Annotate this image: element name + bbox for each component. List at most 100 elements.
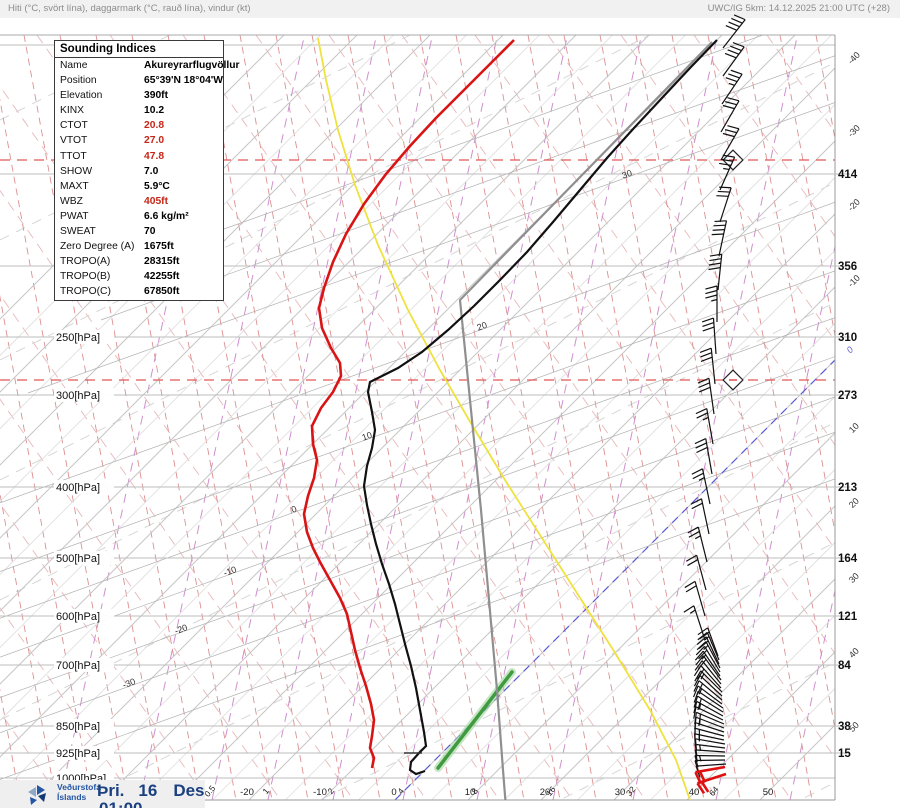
indices-label: Elevation [60, 90, 103, 102]
svg-text:38: 38 [838, 721, 851, 733]
svg-text:164: 164 [838, 553, 858, 565]
svg-text:850[hPa]: 850[hPa] [56, 721, 100, 733]
indices-label: CTOT [60, 120, 88, 132]
svg-text:10: 10 [361, 430, 374, 443]
indices-row: Elevation 390ft [55, 88, 223, 103]
svg-text:15: 15 [838, 748, 851, 760]
svg-text:500[hPa]: 500[hPa] [56, 553, 100, 565]
time-label: 01:00 [99, 799, 142, 808]
tropopause-marker [722, 369, 744, 391]
indices-value: 28315ft [144, 256, 180, 268]
indices-row: Position 65°39'N 18°04'W [55, 73, 223, 88]
svg-text:-20: -20 [173, 622, 189, 636]
wind-barbs [683, 14, 746, 795]
svg-text:600[hPa]: 600[hPa] [56, 611, 100, 623]
svg-text:32: 32 [624, 784, 638, 798]
svg-text:84: 84 [838, 660, 851, 672]
indices-rows: Name Akureyrarflugvöllur Position 65°39'N 1… [55, 58, 240, 300]
pressure-axis-labels: 250[hPa] 300[hPa] 400[hPa] 500[hPa] 600[hPa]… [54, 330, 114, 785]
dewpoint-curve [302, 39, 515, 769]
flight-level-axis: 414 356 310 273 213 164 121 84 38 15 [825, 169, 858, 760]
svg-text:-30: -30 [121, 676, 137, 690]
brand-line2: Íslands [57, 791, 87, 802]
indices-label: WBZ [60, 195, 83, 207]
svg-text:925[hPa]: 925[hPa] [56, 748, 100, 760]
svg-text:273: 273 [838, 390, 857, 402]
indices-row: TROPO(A) 28315ft [55, 254, 223, 269]
reference-curve [458, 41, 713, 800]
svg-text:213: 213 [838, 482, 857, 494]
svg-text:40: 40 [689, 787, 700, 798]
svg-text:40: 40 [847, 646, 861, 660]
svg-text:700[hPa]: 700[hPa] [56, 660, 100, 672]
svg-text:0: 0 [391, 787, 396, 798]
svg-text:-20: -20 [240, 787, 254, 798]
sounding-indices-panel: Sounding Indices Name Akureyrarflugvöllur… [54, 40, 240, 301]
svg-text:10: 10 [847, 421, 861, 435]
svg-text:310: 310 [838, 332, 857, 344]
temperature-curve [362, 39, 718, 776]
brand-text: Veðurstofa Íslands [57, 782, 101, 802]
vedurstofa-logo-icon [28, 785, 46, 805]
model-run-text: UWC/IG 5km: 14.12.2025 21:00 UTC (+28) [707, 3, 890, 14]
svg-text:-40: -40 [846, 50, 862, 66]
indices-value: 67850ft [144, 286, 180, 298]
svg-text:20: 20 [476, 320, 489, 333]
svg-text:8: 8 [469, 786, 480, 796]
svg-text:20: 20 [540, 787, 551, 798]
indices-label: SWEAT [60, 226, 96, 238]
svg-text:356: 356 [838, 261, 857, 273]
svg-text:0: 0 [290, 504, 298, 515]
indices-value: 7.0 [144, 165, 159, 177]
indices-value: 20.8 [144, 120, 165, 132]
indices-value: 65°39'N 18°04'W [144, 75, 223, 87]
svg-text:50: 50 [763, 787, 774, 798]
indices-row: SHOW 7.0 [55, 164, 223, 179]
indices-row: KINX 10.2 [55, 103, 223, 118]
indices-row: CTOT 20.8 [55, 118, 223, 133]
indices-value: 6.6 kg/m² [144, 210, 189, 222]
indices-value: 390ft [144, 90, 169, 102]
indices-row: PWAT 6.6 kg/m² [55, 209, 223, 224]
indices-label: TROPO(A) [60, 256, 111, 268]
brand-line1: Veðurstofa [57, 782, 101, 792]
date-text: Þri. 16 Des. [97, 781, 205, 801]
mixing-ratio-labels: 0.5 1 2 4 8 16 32 64 [202, 783, 721, 799]
svg-text:20: 20 [847, 496, 861, 510]
indices-title: Sounding Indices [55, 41, 223, 58]
svg-text:4: 4 [395, 786, 406, 796]
indices-label: TTOT [60, 150, 87, 162]
indices-row: WBZ 405ft [55, 194, 223, 209]
indices-label: Name [60, 60, 88, 71]
indices-row: Zero Degree (A) 1675ft [55, 239, 223, 254]
indices-value: 10.2 [144, 105, 165, 117]
svg-text:30: 30 [615, 787, 626, 798]
svg-text:-20: -20 [846, 197, 862, 213]
indices-label: PWAT [60, 210, 89, 222]
svg-text:0: 0 [845, 345, 856, 356]
indices-value: 42255ft [144, 271, 180, 283]
sounding-curves [302, 37, 718, 800]
indices-label: TROPO(C) [60, 286, 111, 298]
svg-text:-10: -10 [846, 273, 862, 289]
temperature-axis-labels: -20 -10 0 10 20 30 40 50 [240, 787, 773, 798]
indices-row: TROPO(B) 42255ft [55, 269, 223, 284]
indices-row: TTOT 47.8 [55, 149, 223, 164]
indices-value: 405ft [144, 195, 169, 207]
svg-text:30: 30 [621, 168, 634, 181]
indices-value: Akureyrarflugvöllur [144, 60, 240, 71]
indices-value: 5.9°C [144, 180, 170, 192]
svg-text:64: 64 [707, 784, 721, 798]
svg-text:-10: -10 [313, 787, 327, 798]
chart-legend-text: Hiti (°C, svört lína), daggarmark (°C, r… [8, 3, 251, 14]
svg-text:400[hPa]: 400[hPa] [56, 482, 100, 494]
day-label: 16 [138, 781, 158, 800]
indices-row: SWEAT 70 [55, 224, 223, 239]
svg-text:-10: -10 [222, 564, 238, 578]
indices-label: Position [60, 75, 97, 87]
indices-label: MAXT [60, 180, 89, 192]
green-layer-segment [434, 668, 516, 772]
date-bar: Veðurstofa Íslands Þri. 16 Des. 01:00 [0, 780, 205, 808]
